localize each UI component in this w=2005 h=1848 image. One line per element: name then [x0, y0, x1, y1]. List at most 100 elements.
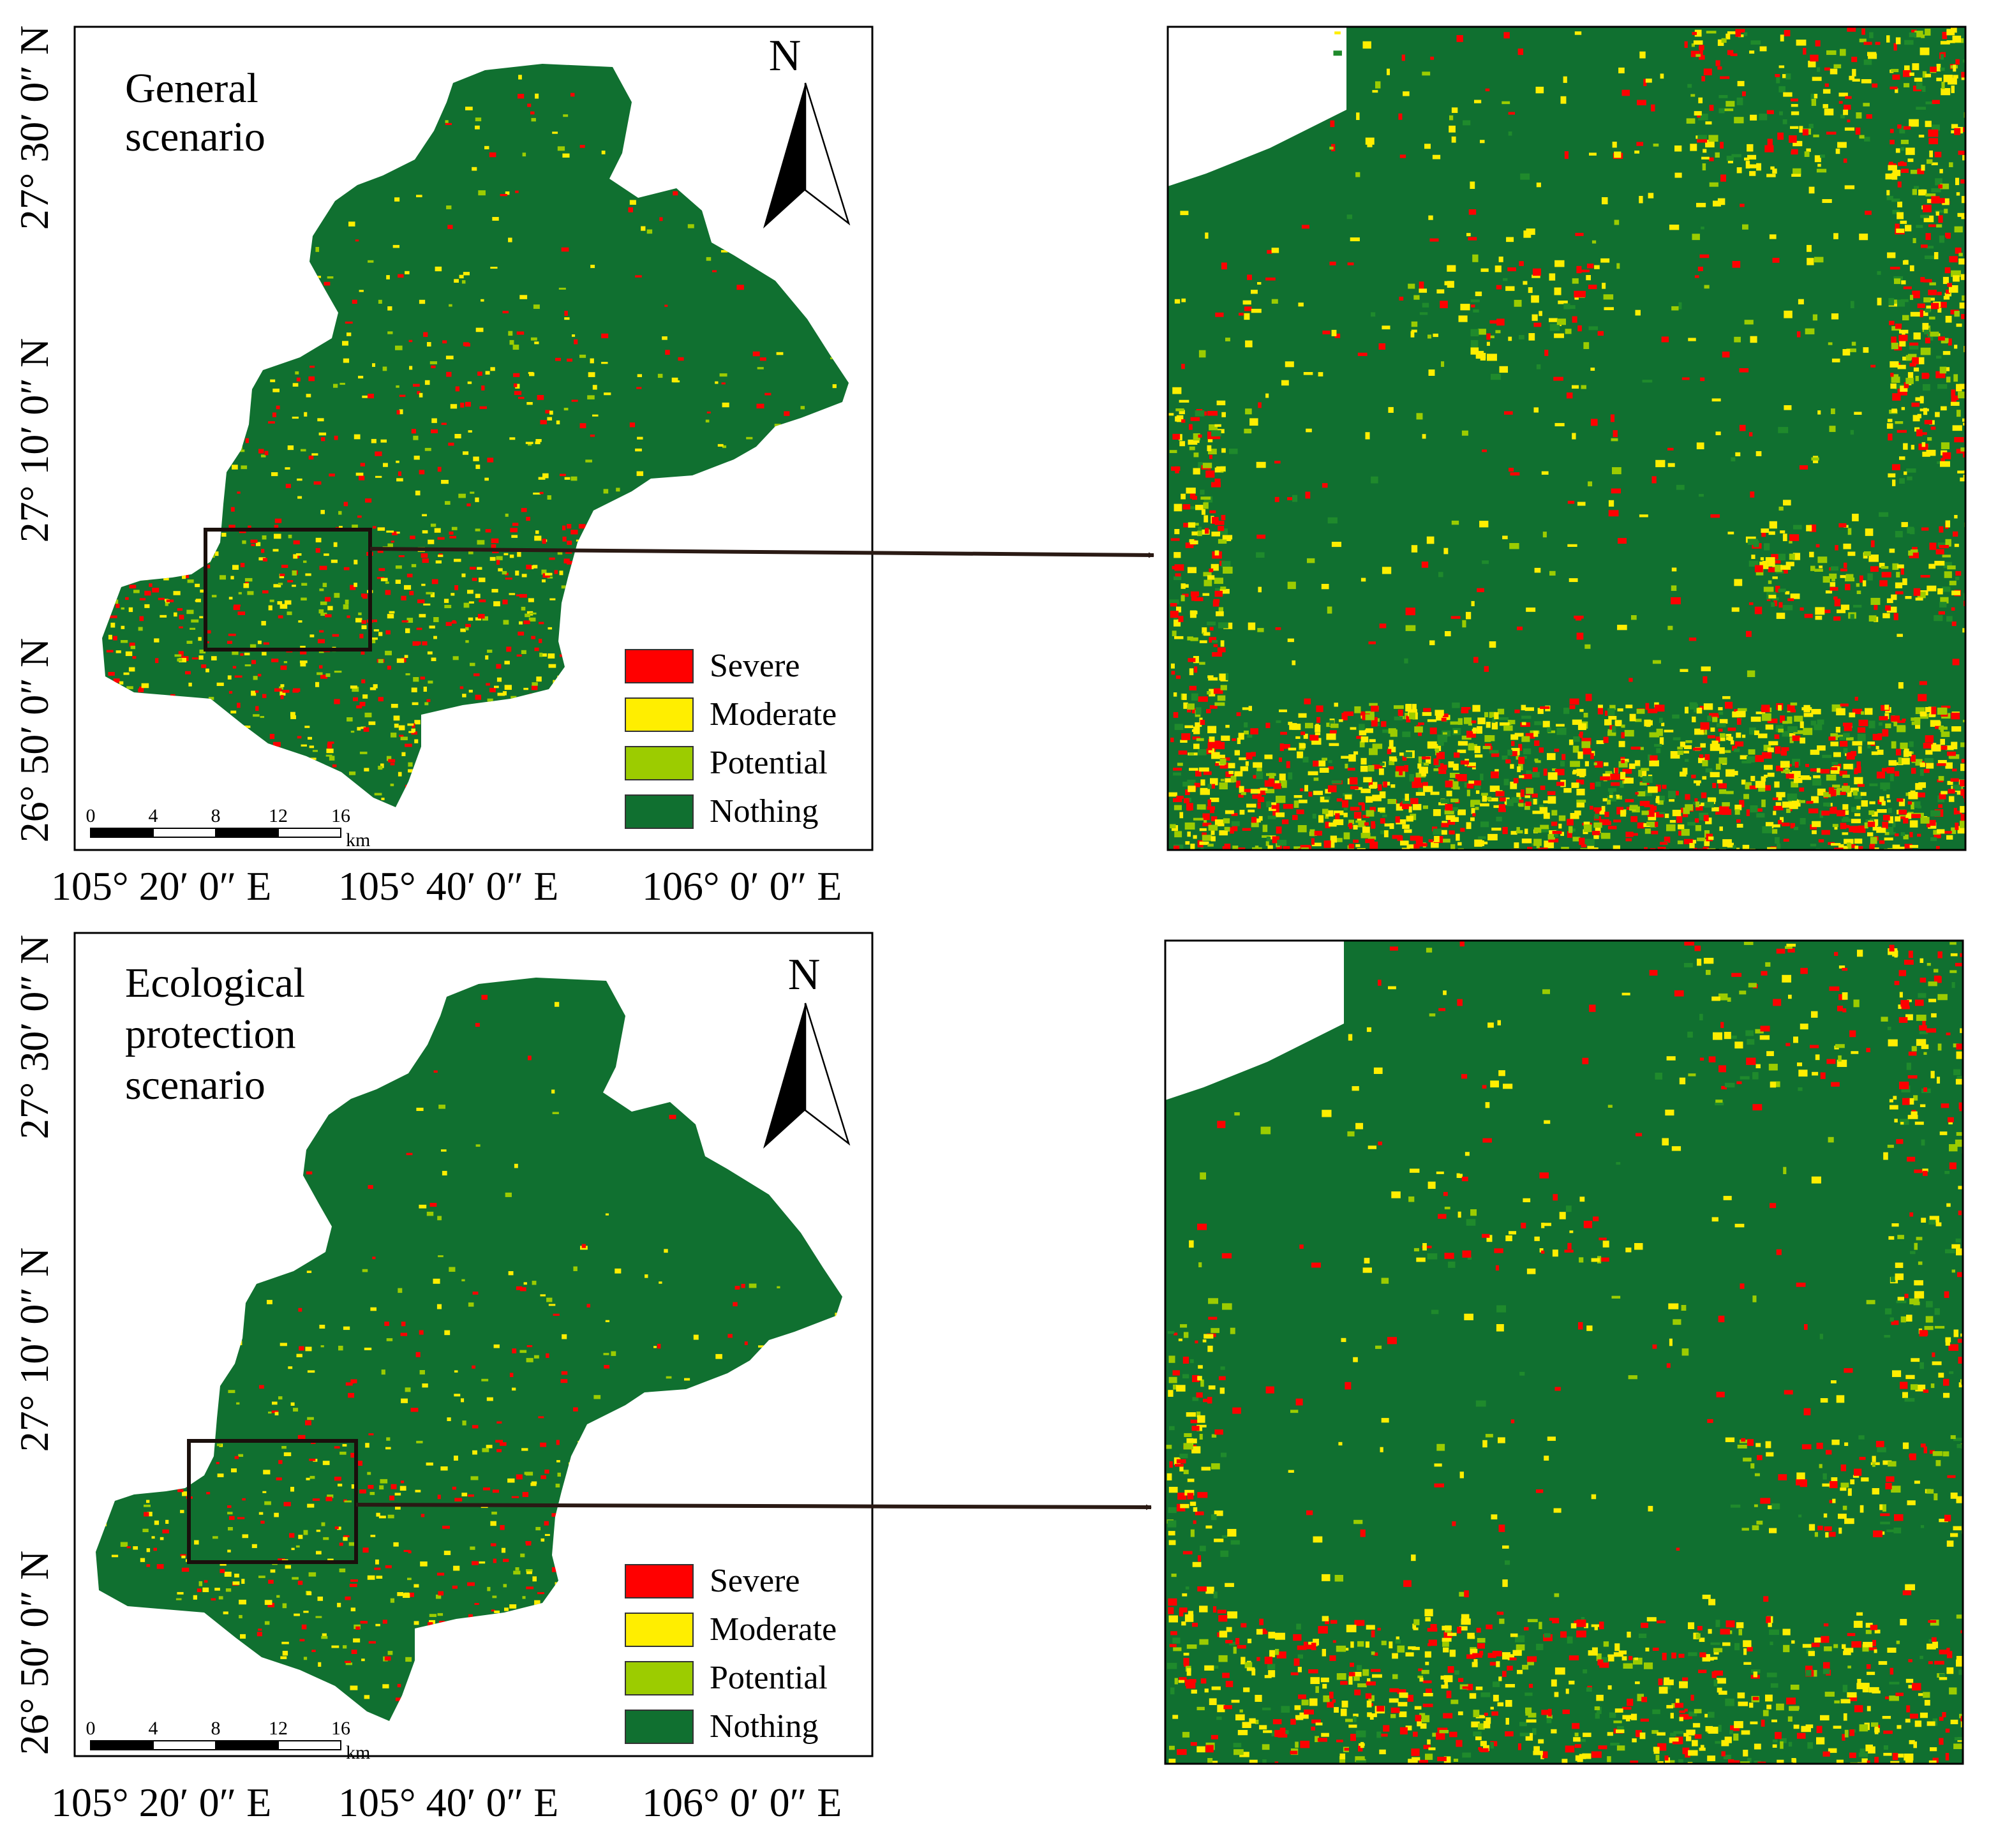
degradation-cell [1174, 805, 1182, 810]
degradation-cell [1221, 262, 1227, 270]
degradation-cell [1202, 411, 1207, 416]
degradation-cell [186, 641, 193, 644]
degradation-cell [539, 639, 542, 643]
degradation-cell [1281, 782, 1287, 788]
degradation-cell [502, 691, 507, 696]
degradation-cell [1307, 558, 1315, 563]
degradation-cell [1904, 471, 1907, 475]
degradation-cell [1690, 50, 1700, 57]
degradation-cell [1875, 745, 1879, 750]
degradation-cell [1466, 789, 1470, 796]
degradation-cell [478, 190, 486, 196]
degradation-cell [1775, 837, 1780, 844]
degradation-cell [1629, 805, 1638, 810]
degradation-cell [300, 650, 307, 655]
degradation-cell [1721, 38, 1727, 43]
degradation-cell [1318, 372, 1323, 376]
degradation-cell [552, 131, 558, 134]
degradation-cell [1607, 731, 1616, 736]
degradation-cell [1960, 806, 1965, 813]
degradation-cell [393, 715, 400, 721]
degradation-cell [1508, 112, 1516, 115]
degradation-cell [1486, 341, 1490, 346]
degradation-cell [1926, 763, 1934, 769]
degradation-cell [508, 331, 513, 336]
degradation-cell [1576, 800, 1586, 803]
degradation-cell [1195, 505, 1204, 510]
degradation-cell [533, 304, 540, 309]
degradation-cell [1843, 733, 1850, 738]
degradation-cell [1928, 290, 1937, 295]
degradation-cell [1359, 741, 1365, 748]
degradation-cell [1572, 433, 1576, 440]
degradation-cell [611, 1351, 616, 1356]
degradation-cell [1468, 743, 1474, 751]
degradation-cell [1202, 813, 1210, 821]
degradation-cell [343, 1537, 348, 1541]
degradation-cell [411, 563, 417, 567]
degradation-cell [1347, 768, 1355, 771]
degradation-cell [1630, 747, 1641, 750]
degradation-cell [1959, 302, 1965, 309]
degradation-cell [1629, 763, 1636, 770]
degradation-cell [1630, 816, 1638, 823]
degradation-cell [1283, 846, 1290, 850]
degradation-cell [274, 1412, 279, 1416]
degradation-cell [108, 634, 112, 640]
degradation-cell [1605, 771, 1613, 774]
degradation-cell [319, 630, 324, 633]
degradation-cell [1778, 728, 1784, 733]
degradation-cell [1183, 702, 1188, 709]
degradation-cell [1549, 318, 1558, 322]
degradation-cell [1408, 806, 1412, 813]
degradation-cell [1219, 830, 1228, 836]
degradation-cell [1956, 449, 1965, 454]
degradation-cell [1300, 788, 1304, 792]
degradation-cell [399, 734, 404, 737]
degradation-cell [1858, 766, 1861, 773]
degradation-cell [1266, 801, 1272, 808]
degradation-cell [1789, 135, 1797, 143]
degradation-cell [1759, 562, 1768, 569]
degradation-cell [1569, 305, 1576, 309]
degradation-cell [1951, 712, 1960, 720]
degradation-cell [1895, 582, 1903, 588]
degradation-cell [1412, 704, 1417, 710]
degradation-cell [1951, 741, 1958, 750]
degradation-cell [1608, 500, 1614, 507]
degradation-cell [1789, 540, 1793, 544]
degradation-cell [1784, 30, 1791, 36]
degradation-cell [1843, 763, 1853, 770]
degradation-cell [1429, 640, 1435, 646]
degradation-cell [1919, 712, 1927, 717]
degradation-cell [455, 386, 460, 392]
degradation-cell [387, 543, 393, 548]
degradation-cell [179, 658, 187, 662]
degradation-cell [1409, 712, 1415, 720]
degradation-cell [1260, 787, 1268, 791]
degradation-cell [1215, 312, 1224, 317]
degradation-cell [496, 664, 502, 669]
degradation-cell [1195, 410, 1205, 417]
degradation-cell [1760, 557, 1764, 561]
degradation-cell [1956, 384, 1962, 392]
degradation-cell [1498, 257, 1503, 262]
degradation-cell [475, 497, 479, 502]
degradation-cell [1840, 703, 1849, 707]
degradation-cell [1594, 814, 1599, 819]
degradation-cell [1947, 565, 1956, 570]
degradation-cell [1212, 517, 1219, 524]
degradation-cell [1940, 183, 1949, 190]
degradation-cell [1457, 718, 1463, 725]
degradation-cell [496, 1449, 502, 1452]
degradation-cell [1636, 142, 1644, 146]
degradation-cell [1843, 817, 1849, 821]
degradation-cell [1532, 810, 1542, 814]
degradation-cell [1279, 773, 1286, 781]
degradation-cell [601, 333, 609, 339]
degradation-cell [1958, 391, 1965, 399]
degradation-cell [1173, 798, 1182, 803]
degradation-cell [1360, 788, 1371, 793]
degradation-cell [1477, 588, 1484, 593]
